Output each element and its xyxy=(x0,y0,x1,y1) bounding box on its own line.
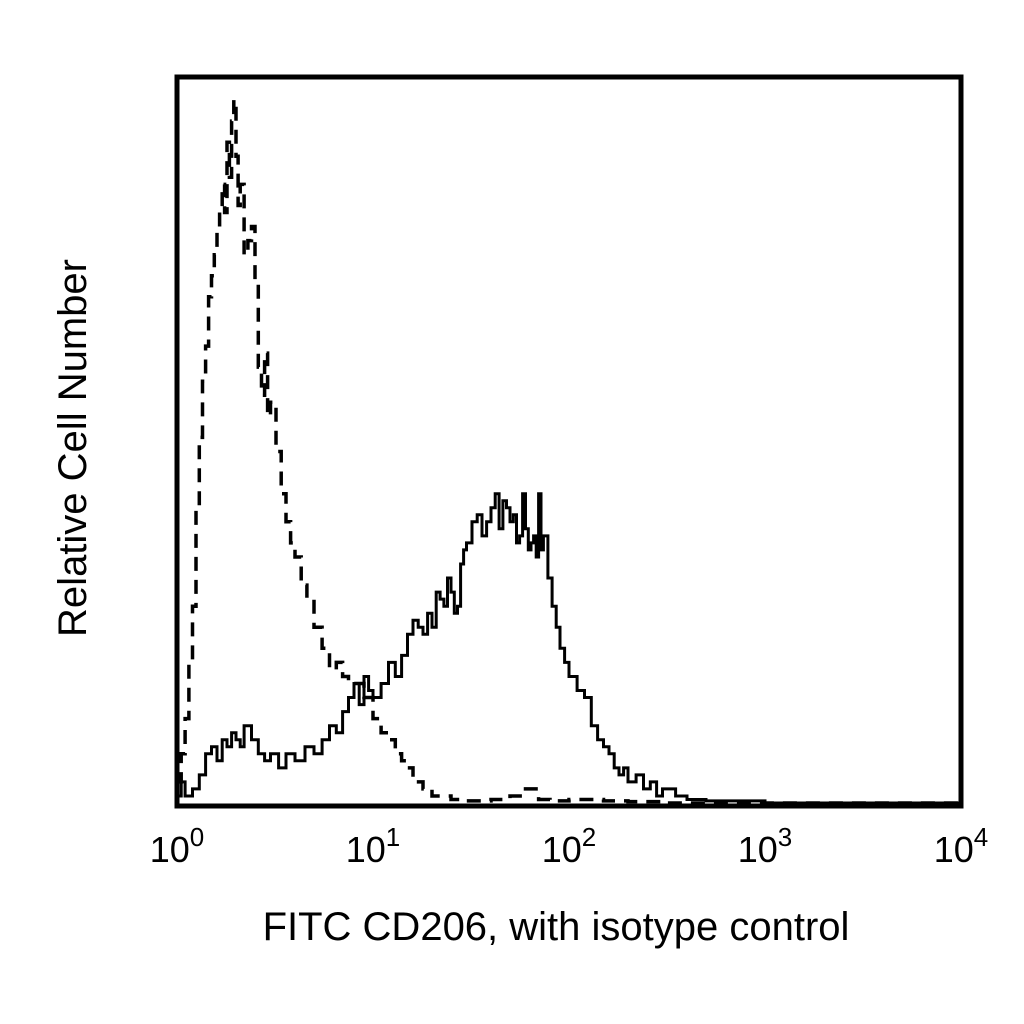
x-tick-label-base: 10 xyxy=(346,829,386,870)
x-axis-title: FITC CD206, with isotype control xyxy=(263,905,850,949)
y-axis-title: Relative Cell Number xyxy=(51,259,95,637)
series-dashed-histogram xyxy=(177,98,961,805)
series-solid-histogram xyxy=(177,492,961,805)
x-tick-label-exponent: 4 xyxy=(974,822,988,852)
x-tick-label-base: 10 xyxy=(738,829,778,870)
x-tick-label: 102 xyxy=(542,822,597,870)
x-tick-label-base: 10 xyxy=(934,829,974,870)
x-tick-label-base: 10 xyxy=(542,829,582,870)
x-tick-label-base: 10 xyxy=(150,829,190,870)
x-tick-label-exponent: 0 xyxy=(190,822,204,852)
plot-frame xyxy=(174,74,964,809)
x-tick-label: 104 xyxy=(934,822,989,870)
x-tick-label-exponent: 1 xyxy=(386,822,400,852)
x-tick-label-exponent: 3 xyxy=(778,822,792,852)
x-tick-label: 103 xyxy=(738,822,793,870)
x-tick-label: 101 xyxy=(346,822,401,870)
series-layer xyxy=(177,98,961,805)
x-tick-label-exponent: 2 xyxy=(582,822,596,852)
x-tick-labels: 100 101 102 103 104 xyxy=(150,822,989,870)
x-tick-label: 100 xyxy=(150,822,205,870)
